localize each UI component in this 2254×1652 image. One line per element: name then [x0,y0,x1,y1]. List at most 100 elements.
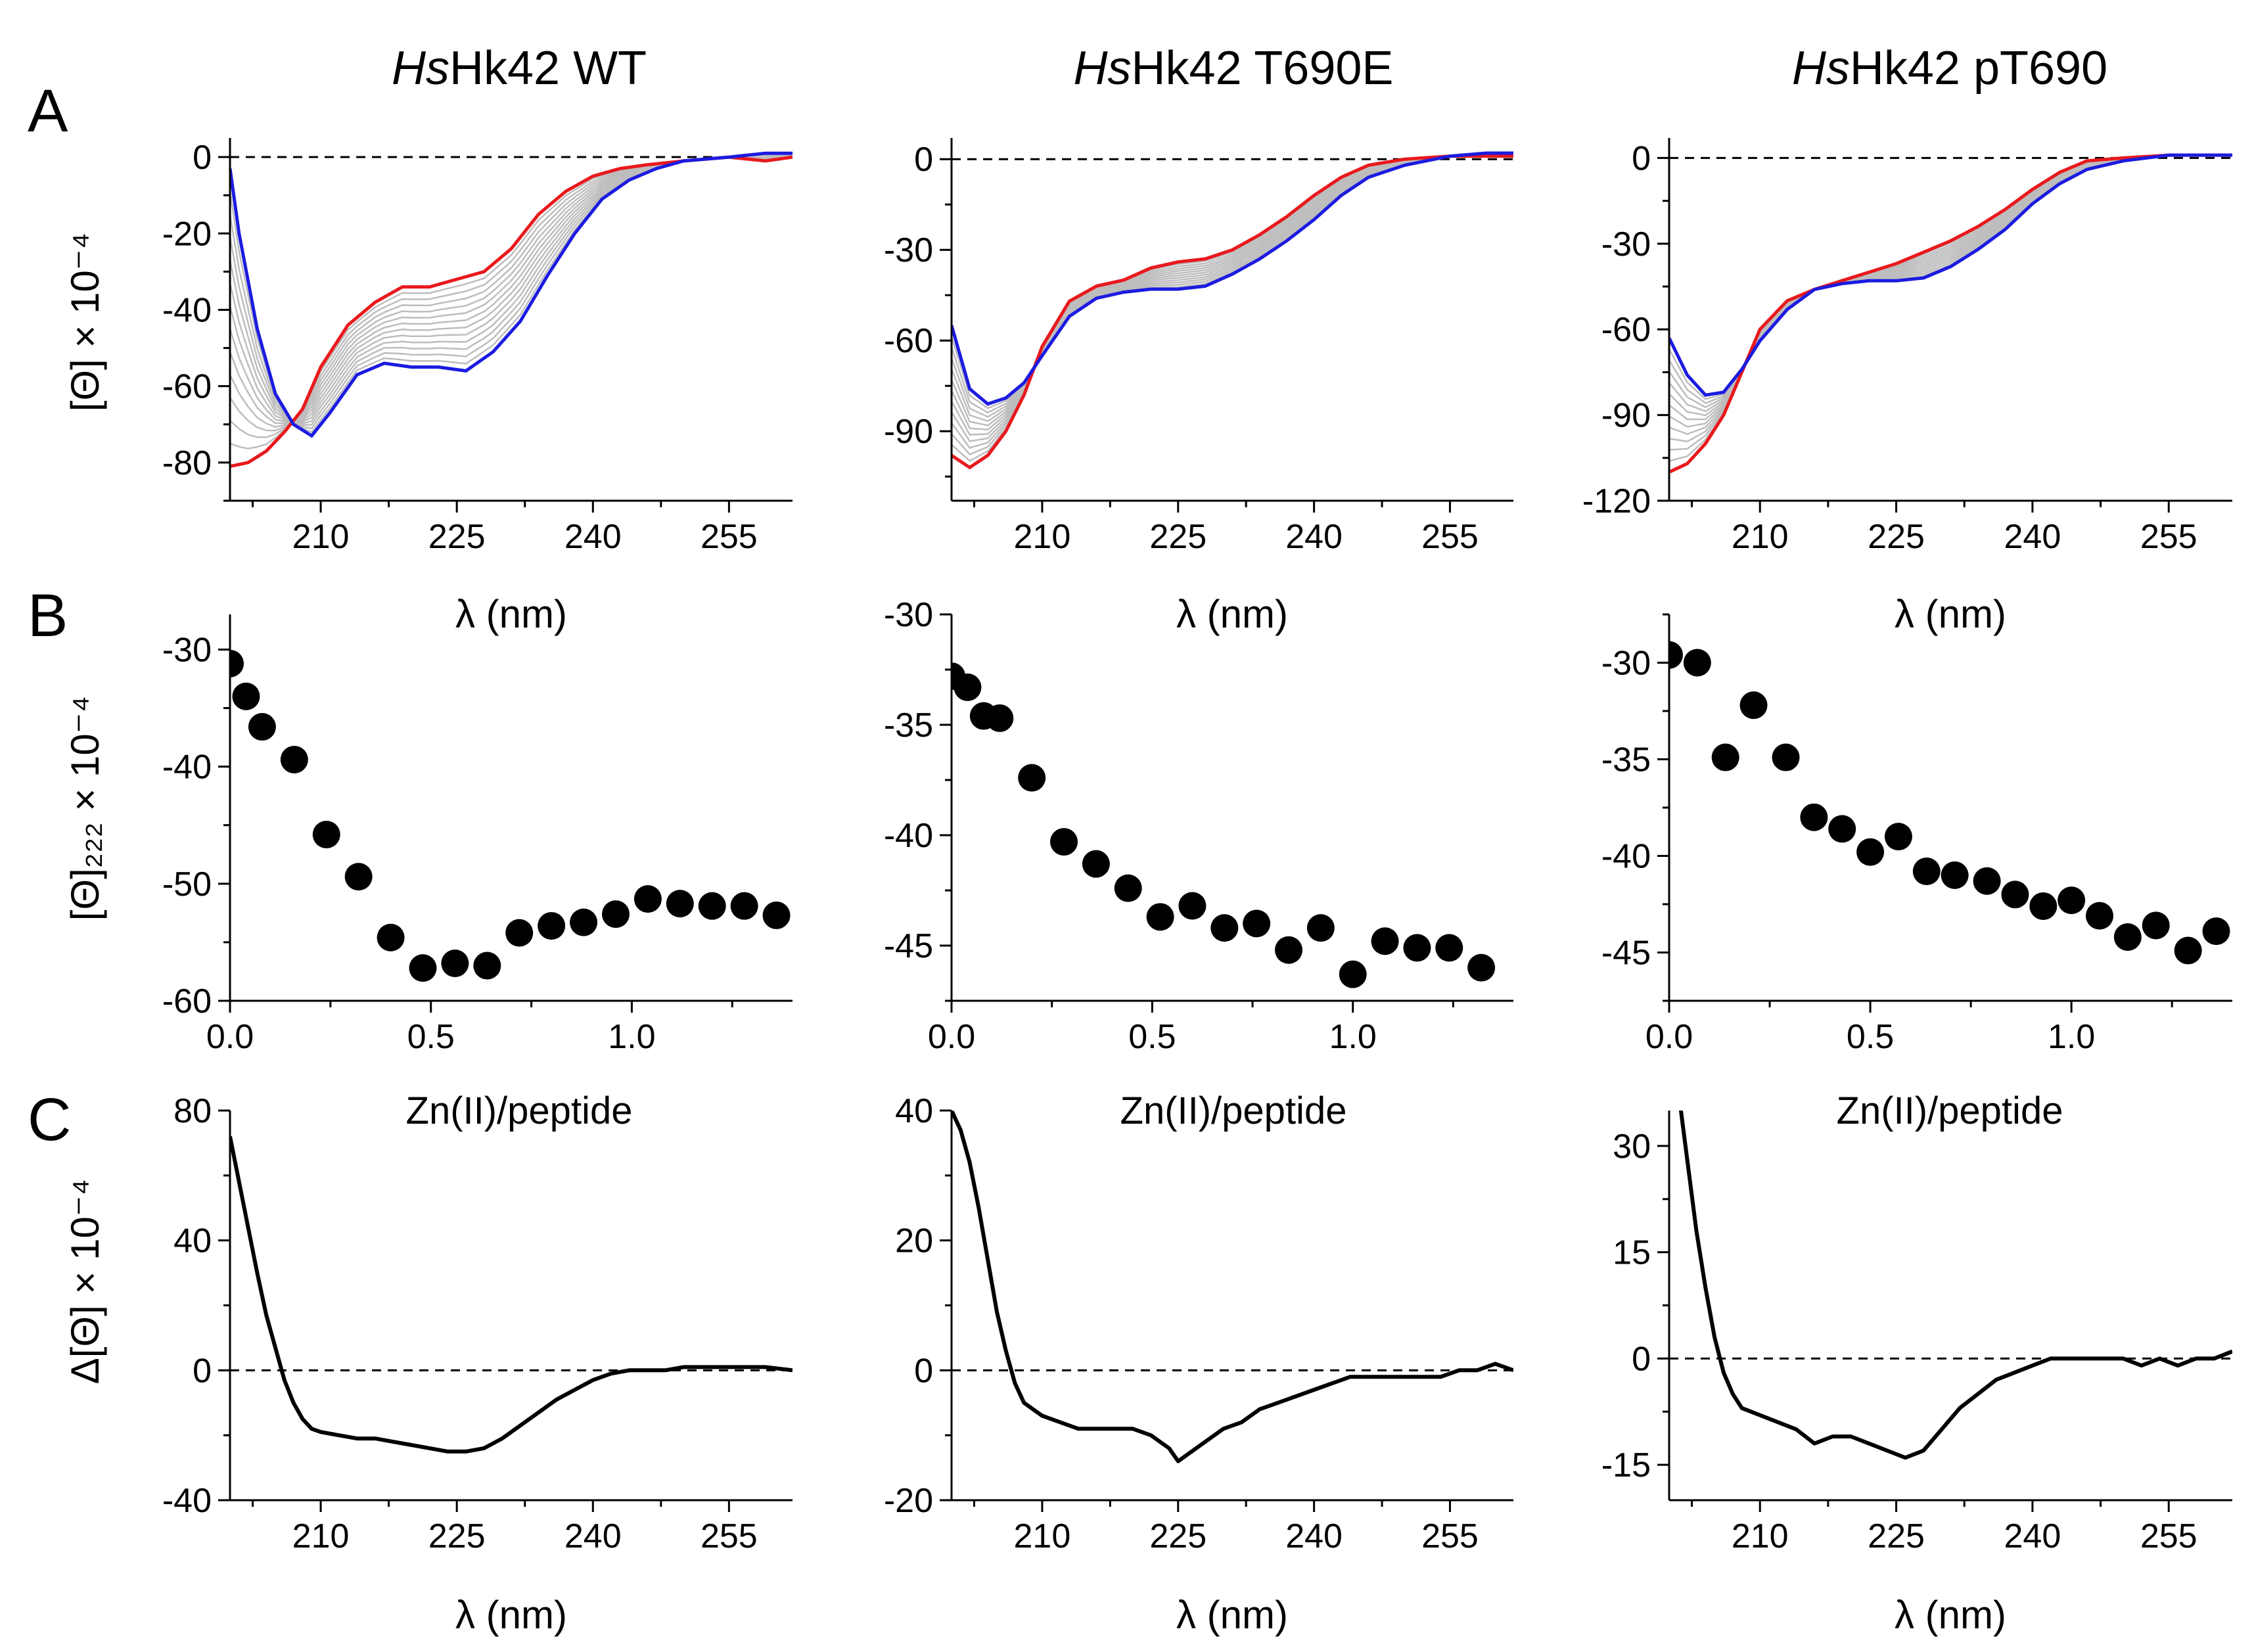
y-tick-label: -40 [162,748,212,787]
data-point-1 [954,673,982,701]
data-point-17 [1435,934,1463,962]
data-point-2 [248,713,276,741]
data-point-0 [230,649,244,677]
series-first-spectrum [952,154,1513,470]
data-point-16 [698,892,726,920]
x-tick-label: 210 [292,1517,350,1555]
y-tick-label: -35 [884,706,933,745]
intermediate-spectrum-7 [1669,154,2232,417]
data-point-2 [1711,743,1739,771]
y-tick-label: -80 [162,444,212,482]
y-tick-label: 80 [173,1092,212,1130]
data-point-5 [344,863,373,891]
ylabel-row-c: Δ[Θ] × 10⁻⁴ [63,1179,107,1385]
data-point-4 [1018,764,1046,792]
intermediate-spectrum-4 [1669,154,2232,435]
intermediate-spectrum-10 [1669,154,2232,404]
ylabel-row-b: [Θ]₂₂₂ × 10⁻⁴ [63,696,107,921]
y-tick-label: -40 [1601,838,1651,876]
panel-letter-a: A [28,78,68,145]
data-point-10 [505,919,534,947]
x-tick-label: 210 [292,518,350,556]
chart-C3: 210 225 240 255 30 15 0 -15 [1601,1111,2232,1555]
x-tick-label: 240 [1285,518,1343,556]
x-tick-label: 225 [1149,1517,1207,1555]
data-point-7 [1856,838,1885,866]
data-point-18 [762,901,791,929]
data-point-1 [232,682,260,710]
chart-A1: 210 225 240 255 0 -20 -40 -60 -80 [162,138,793,556]
x-tick-label: 0.0 [206,1018,254,1056]
data-point-6 [1828,815,1856,843]
series-group-C1 [230,1136,793,1454]
y-tick-label: -30 [1601,645,1651,683]
series-last-spectrum [952,151,1513,406]
intermediate-spectrum-8 [1669,154,2232,413]
xlabel-a1: λ (nm) [455,592,567,636]
xlabel-c1: λ (nm) [455,1593,567,1637]
data-point-6 [377,923,405,952]
y-tick-label: 40 [895,1092,933,1130]
series-difference-spectrum [1678,1111,2232,1460]
data-point-7 [409,954,437,982]
data-point-15 [666,890,694,918]
data-point-14 [633,884,662,913]
data-point-5 [1050,828,1078,856]
x-tick-label: 255 [701,518,758,556]
annotation-c1: Zn(II)/peptide [406,1090,633,1132]
y-tick-label: 0 [1632,1340,1651,1378]
y-tick-label: -30 [884,231,933,269]
y-tick-label: -60 [162,368,212,406]
intermediate-spectrum-9 [952,152,1513,418]
y-tick-label: -60 [162,982,212,1021]
intermediate-spectrum-7 [952,153,1513,426]
x-tick-label: 225 [428,518,486,556]
xlabel-c3: λ (nm) [1895,1593,2006,1637]
y-tick-label: -45 [1601,934,1651,973]
chart-A2: 210 225 240 255 0 -30 -60 -90 [884,138,1513,556]
x-tick-label: 255 [1421,518,1479,556]
data-point-14 [2058,886,2086,915]
y-tick-label: -45 [884,927,933,965]
panel-letter-c: C [28,1086,71,1153]
x-tick-label: 225 [1149,518,1207,556]
x-tick-label: 1.0 [1329,1018,1377,1056]
data-point-6 [1082,850,1110,878]
series-group-A2 [952,151,1513,470]
x-tick-label: 240 [2004,518,2061,556]
series-first-spectrum [1669,153,2232,474]
y-tick-label: 0 [193,1352,212,1390]
intermediate-spectrum-3 [952,154,1513,449]
data-point-10 [1941,861,1969,889]
title-col-3: HsHk42 pT690 [1792,42,2107,95]
x-tick-label: 255 [701,1517,758,1555]
y-tick-label: 15 [1613,1234,1651,1272]
data-point-13 [1306,914,1335,942]
series-difference-spectrum [230,1136,793,1454]
data-point-13 [601,900,630,929]
x-tick-label: 210 [1014,1517,1071,1555]
series-group-B2 [952,662,1496,988]
intermediate-spectrum-11 [1669,154,2232,400]
intermediate-spectrum-5 [1669,154,2232,428]
x-tick-label: 0.0 [1645,1018,1693,1056]
y-tick-label: -40 [162,1482,212,1520]
intermediate-spectrum-6 [952,154,1513,431]
chart-C2: 210 225 240 255 40 20 0 -20 [884,1092,1513,1555]
x-tick-label: 0.5 [1128,1018,1176,1056]
data-point-16 [2113,923,2142,951]
y-tick-label: -35 [1601,741,1651,779]
y-tick-label: -30 [1601,225,1651,264]
data-point-18 [2174,936,2202,965]
data-point-5 [1800,803,1828,831]
intermediate-spectrum-6 [1669,154,2232,421]
xlabel-a3: λ (nm) [1895,592,2006,636]
chart-B3: 0.0 0.5 1.0 -30 -35 -40 -45 [1601,613,2232,1056]
intermediate-spectrum-1 [952,154,1513,462]
y-tick-label: 30 [1613,1128,1651,1166]
chart-B1: 0.0 0.5 1.0 -30 -40 -50 -60 [162,614,793,1056]
data-point-19 [2202,917,2230,946]
y-tick-label: 40 [173,1222,212,1260]
series-first-spectrum [230,155,793,469]
x-tick-label: 255 [1421,1517,1479,1555]
